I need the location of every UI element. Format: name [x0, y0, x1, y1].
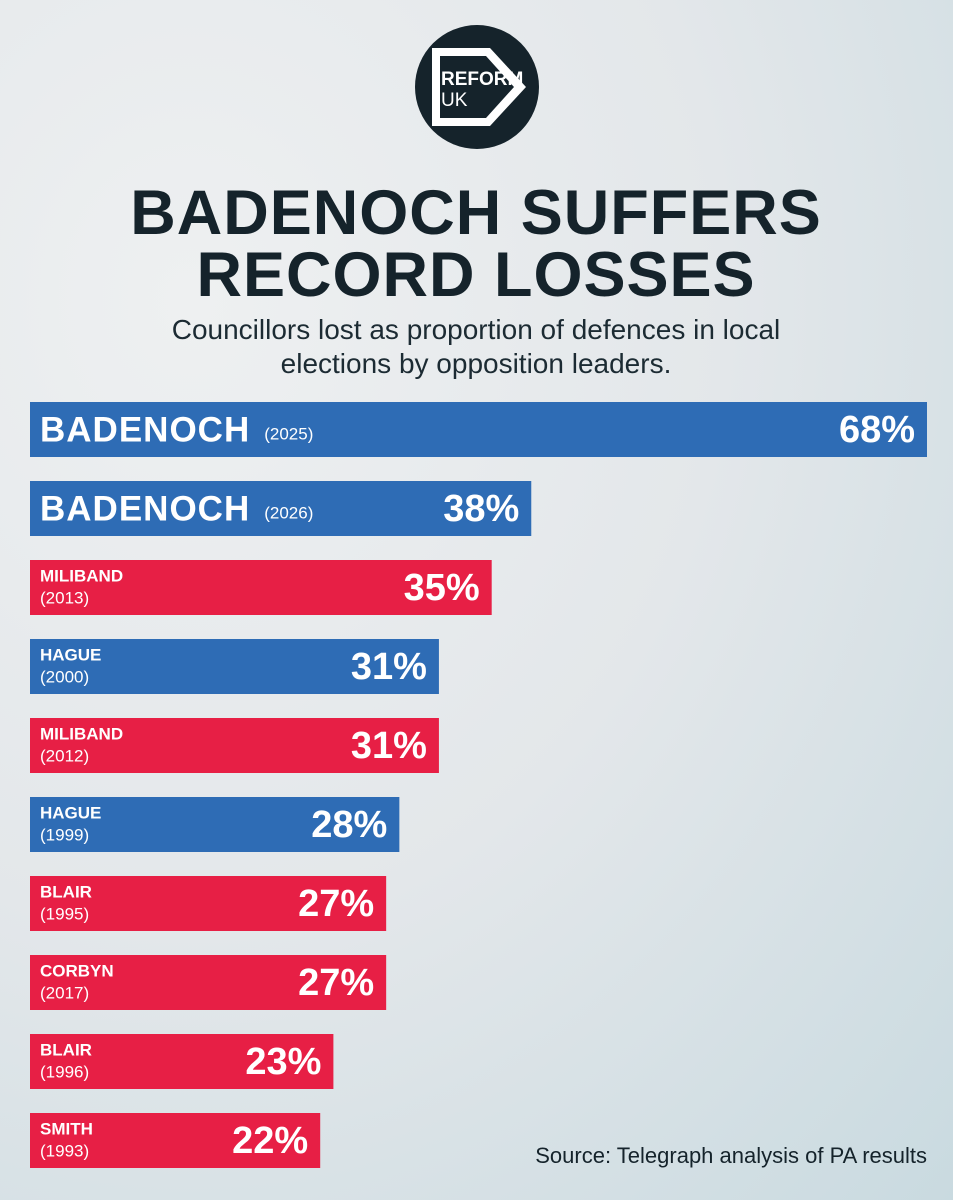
value-label: 38%: [443, 488, 519, 530]
bar: [30, 718, 439, 773]
source: Source: Telegraph analysis of PA results: [535, 1143, 927, 1168]
value-label: 27%: [298, 883, 374, 925]
title: BADENOCH SUFFERS RECORD LOSSES: [130, 178, 822, 310]
value-label: 23%: [245, 1041, 321, 1083]
value-label: 31%: [351, 646, 427, 688]
year-label: (2026): [264, 503, 313, 522]
bar: [30, 639, 439, 694]
category-label: CORBYN: [40, 961, 114, 980]
bar: [30, 876, 387, 931]
bar: [30, 560, 492, 615]
logo-arrow-inner: [440, 56, 514, 118]
year-label: (1993): [40, 1141, 89, 1160]
category-label: MILIBAND: [40, 724, 123, 743]
bar: [30, 1034, 334, 1089]
year-label: (1999): [40, 825, 89, 844]
value-label: 35%: [404, 567, 480, 609]
year-label: (2000): [40, 667, 89, 686]
year-label: (2013): [40, 588, 89, 607]
category-label: BLAIR: [40, 882, 92, 901]
bar: [30, 797, 400, 852]
year-label: (2017): [40, 983, 89, 1002]
category-label: HAGUE: [40, 803, 101, 822]
year-label: (1996): [40, 1062, 89, 1081]
subtitle: Councillors lost as proportion of defenc…: [171, 314, 781, 379]
year-label: (2025): [264, 424, 313, 443]
logo-text: REFORM: [441, 69, 523, 90]
year-label: (2012): [40, 746, 89, 765]
bar: [30, 955, 387, 1010]
bar: [30, 1113, 321, 1168]
logo-text: UK: [441, 90, 468, 111]
value-label: 31%: [351, 725, 427, 767]
value-label: 22%: [232, 1120, 308, 1162]
value-label: 68%: [839, 409, 915, 451]
bar: [30, 481, 532, 536]
category-label: BADENOCH: [40, 489, 250, 528]
category-label: MILIBAND: [40, 566, 123, 585]
category-label: SMITH: [40, 1119, 93, 1138]
year-label: (1995): [40, 904, 89, 923]
value-label: 27%: [298, 962, 374, 1004]
value-label: 28%: [311, 804, 387, 846]
category-label: BLAIR: [40, 1040, 92, 1059]
category-label: HAGUE: [40, 645, 101, 664]
category-label: BADENOCH: [40, 410, 250, 449]
bar: [30, 402, 927, 457]
